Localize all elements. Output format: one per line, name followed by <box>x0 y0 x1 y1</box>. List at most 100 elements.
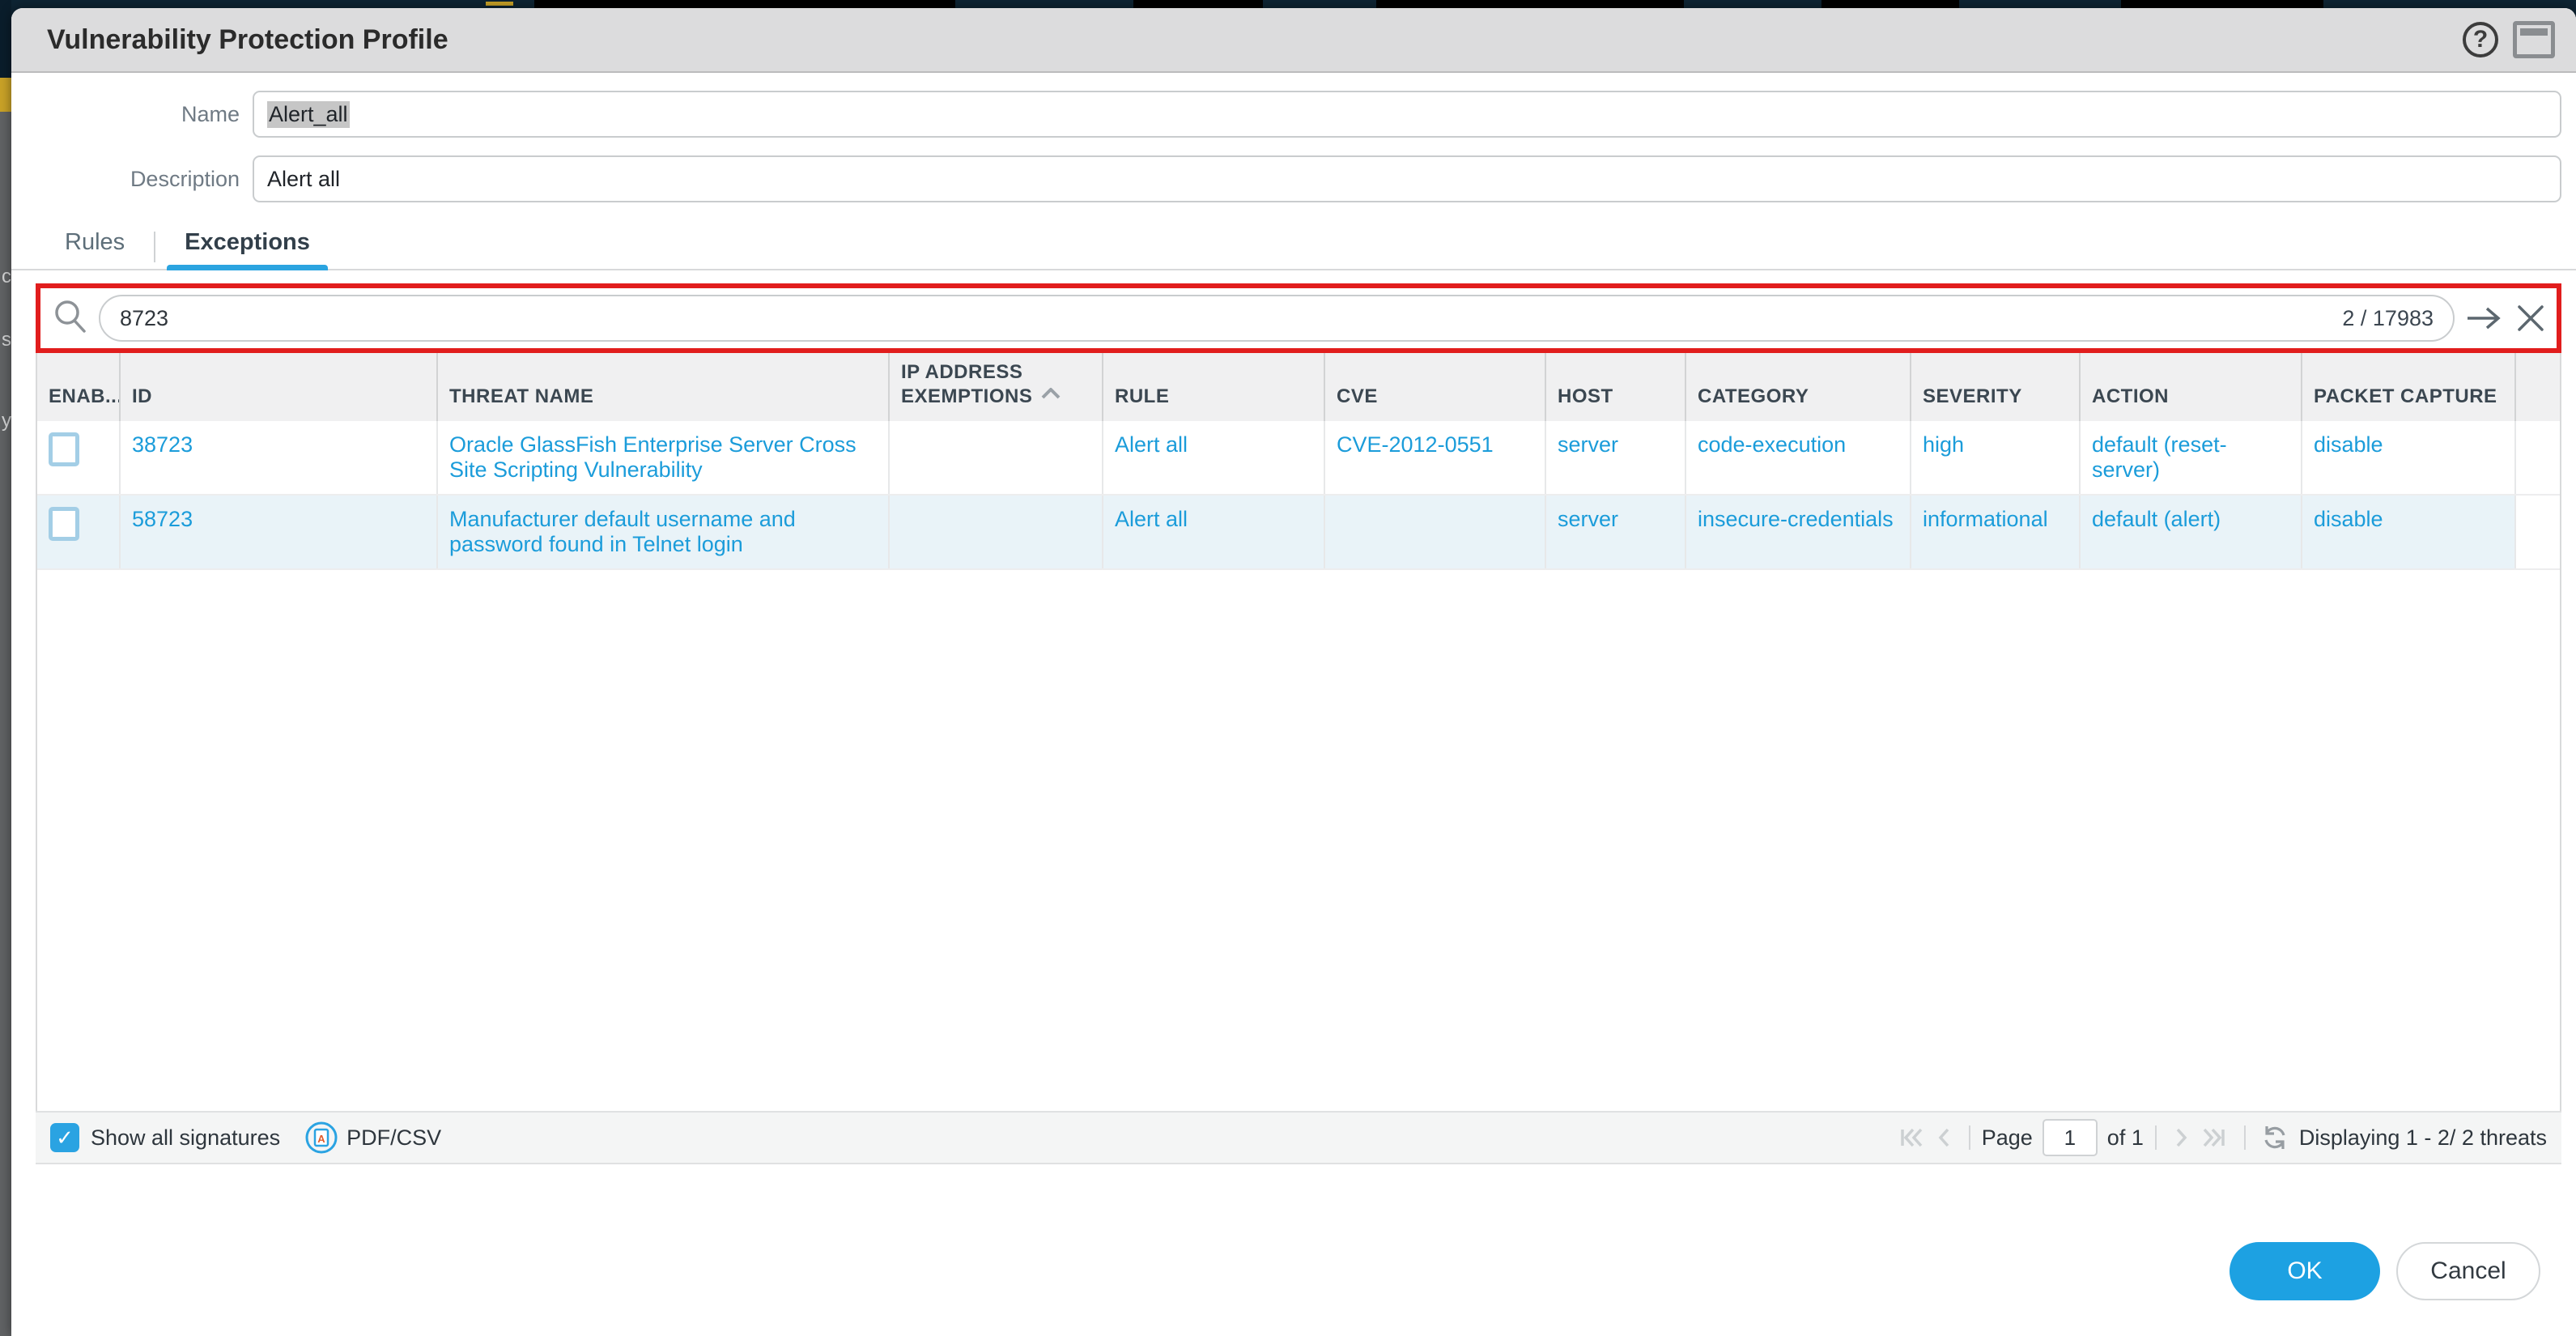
refresh-icon[interactable] <box>2260 1123 2289 1152</box>
col-header-rule[interactable]: RULE <box>1103 353 1325 421</box>
sort-ascending-icon <box>1040 384 1061 406</box>
table-row: 38723 Oracle GlassFish Enterprise Server… <box>37 421 2560 496</box>
previous-page-icon[interactable] <box>1935 1125 1953 1150</box>
search-input[interactable]: 8723 2 / 17983 <box>99 295 2455 342</box>
packet-capture-link[interactable]: disable <box>2314 432 2383 457</box>
first-page-icon[interactable] <box>1898 1125 1925 1150</box>
exceptions-table: ENAB... ID THREAT NAME IP ADDRESS EXEMPT… <box>36 353 2561 1111</box>
col-header-threat-name[interactable]: THREAT NAME <box>437 353 890 421</box>
host-link[interactable]: server <box>1558 432 1619 457</box>
row-spacer-cell <box>2515 495 2560 570</box>
tab-rules[interactable]: Rules <box>65 229 125 255</box>
show-all-signatures-label: Show all signatures <box>91 1125 281 1150</box>
rule-link[interactable]: Alert all <box>1115 507 1188 531</box>
enable-checkbox[interactable] <box>49 432 79 466</box>
table-header-row: ENAB... ID THREAT NAME IP ADDRESS EXEMPT… <box>37 353 2560 421</box>
background-sidebar: c s y <box>0 112 11 1336</box>
redacted-block <box>1821 0 1959 8</box>
search-clear-icon[interactable] <box>2513 300 2548 336</box>
col-header-category[interactable]: CATEGORY <box>1685 353 1911 421</box>
background-sidebar-top <box>0 0 11 78</box>
background-sidebar-accent <box>0 78 11 112</box>
description-value: Alert all <box>267 166 341 191</box>
redacted-block <box>1133 0 1263 8</box>
description-row: Description Alert all <box>36 155 2561 202</box>
cve-cell <box>1324 495 1546 570</box>
ok-button[interactable]: OK <box>2230 1242 2380 1300</box>
background-top-navbar <box>0 0 2576 8</box>
col-header-label: IP ADDRESS EXEMPTIONS <box>901 361 1033 407</box>
threat-id-link[interactable]: 38723 <box>132 432 193 457</box>
tab-bar: Rules Exceptions <box>11 223 2576 270</box>
page-number-input[interactable] <box>2042 1119 2098 1156</box>
dialog-header: Vulnerability Protection Profile ? <box>11 8 2576 73</box>
search-query-text: 8723 <box>120 305 169 330</box>
table-empty-area <box>37 570 2560 1111</box>
show-all-signatures-checkbox[interactable]: ✓ <box>50 1123 79 1152</box>
category-link[interactable]: insecure-credentials <box>1698 507 1894 531</box>
action-link[interactable]: default (alert) <box>2092 507 2221 531</box>
name-input[interactable]: Alert_all <box>253 91 2561 138</box>
col-header-ip-address-exemptions[interactable]: IP ADDRESS EXEMPTIONS <box>889 353 1103 421</box>
threat-name-link[interactable]: Oracle GlassFish Enterprise Server Cross… <box>449 432 857 482</box>
tab-exceptions[interactable]: Exceptions <box>155 229 339 270</box>
search-next-match-icon[interactable] <box>2463 302 2505 334</box>
search-icon[interactable] <box>52 298 89 339</box>
enable-checkbox[interactable] <box>49 507 79 541</box>
col-header-spacer <box>2515 353 2560 421</box>
packet-capture-link[interactable]: disable <box>2314 507 2383 531</box>
annotation-red-box: 8723 2 / 17983 <box>36 283 2561 353</box>
pdf-csv-icon[interactable]: A <box>304 1121 338 1155</box>
name-row: Name Alert_all <box>36 91 2561 138</box>
table-row: 58723 Manufacturer default username and … <box>37 495 2560 570</box>
next-page-icon[interactable] <box>2173 1125 2191 1150</box>
col-header-id[interactable]: ID <box>120 353 438 421</box>
table-footer-bar: ✓ Show all signatures A PDF/CSV Page of … <box>36 1111 2561 1164</box>
col-header-action[interactable]: ACTION <box>2080 353 2302 421</box>
redacted-block <box>1376 0 1684 8</box>
page-of-label: of 1 <box>2106 1125 2144 1150</box>
col-header-severity[interactable]: SEVERITY <box>1911 353 2081 421</box>
ip-exemptions-cell <box>889 495 1103 570</box>
pagination: Page of 1 Displaying 1 - 2/ 2 threats <box>1893 1119 2547 1156</box>
footer-divider <box>1968 1125 1970 1150</box>
tab-separator <box>154 232 156 262</box>
sidebar-text-fragment: c <box>2 266 11 287</box>
threat-name-link[interactable]: Manufacturer default username and passwo… <box>449 507 796 556</box>
last-page-icon[interactable] <box>2200 1125 2228 1150</box>
dialog-title: Vulnerability Protection Profile <box>47 23 448 55</box>
page-label: Page <box>1981 1125 2033 1150</box>
dialog-body: Name Alert_all Description Alert all Rul… <box>11 73 2576 1336</box>
host-link[interactable]: server <box>1558 507 1619 531</box>
col-header-host[interactable]: HOST <box>1545 353 1686 421</box>
severity-link[interactable]: informational <box>1923 507 2048 531</box>
cve-link[interactable]: CVE-2012-0551 <box>1337 432 1494 457</box>
search-result-count: 2 / 17983 <box>2342 305 2434 330</box>
col-header-cve[interactable]: CVE <box>1324 353 1546 421</box>
window-panel-icon[interactable] <box>2513 21 2555 58</box>
threat-id-link[interactable]: 58723 <box>132 507 193 531</box>
vulnerability-protection-profile-dialog: Vulnerability Protection Profile ? Name … <box>11 8 2576 1336</box>
sidebar-text-fragment: y <box>2 410 11 432</box>
name-label: Name <box>181 101 240 126</box>
name-value-selected: Alert_all <box>267 100 350 128</box>
footer-divider <box>2243 1125 2246 1150</box>
pdf-csv-label[interactable]: PDF/CSV <box>346 1125 442 1150</box>
displaying-status: Displaying 1 - 2/ 2 threats <box>2298 1125 2547 1150</box>
description-label: Description <box>130 166 240 191</box>
col-header-enable[interactable]: ENAB... <box>37 353 121 421</box>
description-input[interactable]: Alert all <box>253 155 2561 202</box>
action-link[interactable]: default (reset-server) <box>2092 432 2227 482</box>
severity-link[interactable]: high <box>1923 432 1965 457</box>
rule-link[interactable]: Alert all <box>1115 432 1188 457</box>
help-icon[interactable]: ? <box>2463 22 2498 57</box>
category-link[interactable]: code-execution <box>1698 432 1847 457</box>
col-header-packet-capture[interactable]: PACKET CAPTURE <box>2302 353 2516 421</box>
row-spacer-cell <box>2515 421 2560 496</box>
cancel-button[interactable]: Cancel <box>2396 1242 2540 1300</box>
redacted-block <box>2121 0 2323 8</box>
ip-exemptions-cell <box>889 421 1103 496</box>
dialog-actions: OK Cancel <box>36 1242 2561 1300</box>
footer-divider <box>2154 1125 2157 1150</box>
check-icon: ✓ <box>56 1125 74 1150</box>
